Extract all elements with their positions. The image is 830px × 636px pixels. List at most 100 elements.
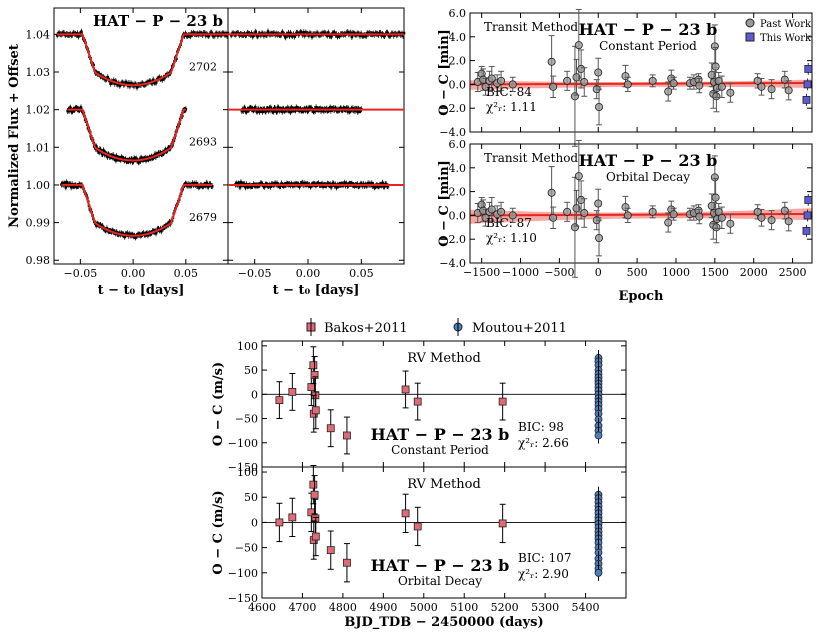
epoch-label-2679: 2679: [189, 211, 217, 224]
past-work-point: [726, 88, 735, 97]
past-work-point: [549, 82, 558, 91]
method-label: Transit Method: [484, 20, 578, 34]
past-work-point: [574, 172, 583, 181]
bakos-point: [288, 387, 297, 396]
time-axis-left-label: 0.05: [174, 267, 199, 280]
flux-axis-title: Normalized Flux + Offset: [7, 44, 22, 228]
past-work-point: [508, 80, 517, 89]
bjd-axis-label: 5100: [450, 601, 478, 614]
rv-oc-panel-2: −150 −100 −50 0 50 100 4600 4700 4800 4900 5000 510…: [211, 464, 627, 614]
past-work-point: [784, 86, 793, 95]
bakos-point: [498, 397, 507, 406]
oc-y-axis-label: 2.0: [449, 55, 467, 68]
time-axis-left-label: −0.05: [64, 267, 98, 280]
past-work-point: [664, 87, 673, 96]
chi2-value: χ²ᵣ: 1.10: [486, 231, 537, 245]
bakos-point: [413, 397, 422, 406]
bakos-point: [401, 509, 410, 518]
past-work-point: [669, 79, 678, 88]
oc-y-axis-label: 0.0: [449, 78, 467, 91]
rv-oc-frame: [261, 466, 627, 599]
rv-bic-value: BIC: 107: [518, 551, 572, 565]
rv-y-axis-title: O − C (m/s): [211, 490, 226, 574]
past-work-point: [570, 92, 579, 101]
rv-y-axis-label: 50: [244, 364, 258, 377]
this-work-point: [802, 95, 811, 104]
rv-method-label: RV Method: [407, 351, 481, 366]
epoch-axis-title: Epoch: [618, 289, 664, 304]
rv-method-label: RV Method: [407, 477, 481, 492]
rv-y-axis-title: O − C (m/s): [211, 362, 226, 446]
moutou-point: [594, 568, 603, 577]
rv-y-axis-label: −50: [235, 542, 258, 555]
past-work-point: [497, 76, 506, 85]
oc-y-axis-title: O − C [min]: [437, 29, 452, 116]
epoch-axis-label: 2500: [779, 266, 807, 279]
rv-bic-value: BIC: 98: [518, 420, 564, 434]
bakos-point: [288, 513, 297, 522]
model-name: Constant Period: [599, 39, 697, 53]
past-work-point: [712, 223, 721, 232]
epoch-axis-label: 2000: [740, 266, 768, 279]
past-work-point: [648, 207, 657, 216]
bakos-point: [326, 424, 335, 433]
rv-chi2-value: χ²ᵣ: 2.66: [518, 436, 569, 450]
legend-this-work-label: This Work: [760, 33, 812, 44]
oc-y-axis-label: 6.0: [449, 7, 467, 20]
bakos-point: [326, 546, 335, 555]
transit-oc-panel-1: −4.0 −2.0 0.0 2.0 4.0 6.0 Transit Method HAT − …: [437, 7, 813, 147]
oc-y-axis-label: −4.0: [439, 257, 466, 270]
bjd-axis-label: 4600: [248, 601, 276, 614]
lightcurve-title: HAT − P − 23 b: [93, 12, 223, 30]
past-work-point: [547, 57, 556, 66]
past-work-point: [664, 218, 673, 227]
past-work-point: [577, 64, 586, 73]
oc-y-axis-label: −2.0: [439, 233, 466, 246]
past-work-point: [497, 207, 506, 216]
rv-oc-chart: −150 −100 −50 0 50 100 RV Method HAT − P − 23 b…: [211, 318, 627, 630]
epoch-axis-label: −1500: [463, 266, 500, 279]
past-work-point: [780, 206, 789, 215]
past-work-point: [487, 205, 496, 214]
this-work-point: [803, 211, 812, 220]
past-work-point: [767, 85, 776, 94]
transit-model-2702: [57, 33, 228, 87]
transit-oc-title: HAT − P − 23 b: [579, 20, 718, 39]
past-work-point: [621, 203, 630, 212]
past-work-point: [574, 41, 583, 50]
rv-y-axis-label: 100: [237, 340, 258, 353]
epoch-axis-label: 1500: [701, 266, 729, 279]
past-work-point: [717, 213, 726, 222]
time-axis-right-label: 0.00: [296, 267, 321, 280]
flux-axis-label: 0.99: [26, 217, 51, 230]
rv-model-name: Constant Period: [391, 443, 489, 457]
oc-y-axis-label: −2.0: [439, 102, 466, 115]
bic-value: BIC: 87: [486, 216, 532, 230]
past-work-point: [780, 75, 789, 84]
this-work-point: [803, 80, 812, 89]
rv-y-axis-label: 50: [244, 491, 258, 504]
past-work-point: [710, 42, 719, 51]
rv-model-name: Orbital Decay: [398, 574, 482, 588]
past-work-point: [549, 213, 558, 222]
rv-y-axis-label: −150: [228, 461, 258, 474]
past-work-point: [595, 234, 604, 243]
past-work-point: [710, 173, 719, 182]
moutou-point: [594, 431, 603, 440]
flux-axis-label: 1.03: [26, 66, 51, 79]
rv-y-axis-label: −100: [228, 437, 258, 450]
bjd-axis-label: 5300: [531, 601, 559, 614]
rv-chi2-value: χ²ᵣ: 2.90: [518, 567, 569, 581]
past-work-point: [695, 212, 704, 221]
past-work-point: [577, 195, 586, 204]
rv-y-axis-label: 0: [251, 388, 258, 401]
past-work-point: [563, 207, 572, 216]
past-work-point: [726, 219, 735, 228]
method-label: Transit Method: [484, 151, 578, 165]
flux-axis-label: 1.00: [26, 179, 51, 192]
lightcurve-chart: 0.98 0.99 1.00 1.01 1.02 1.03 1.04 −0.05 0.00 0.0…: [7, 7, 406, 298]
this-work-point: [802, 226, 811, 235]
epoch-axis-label: 0: [595, 266, 602, 279]
oc-y-axis-label: 6.0: [449, 138, 467, 151]
